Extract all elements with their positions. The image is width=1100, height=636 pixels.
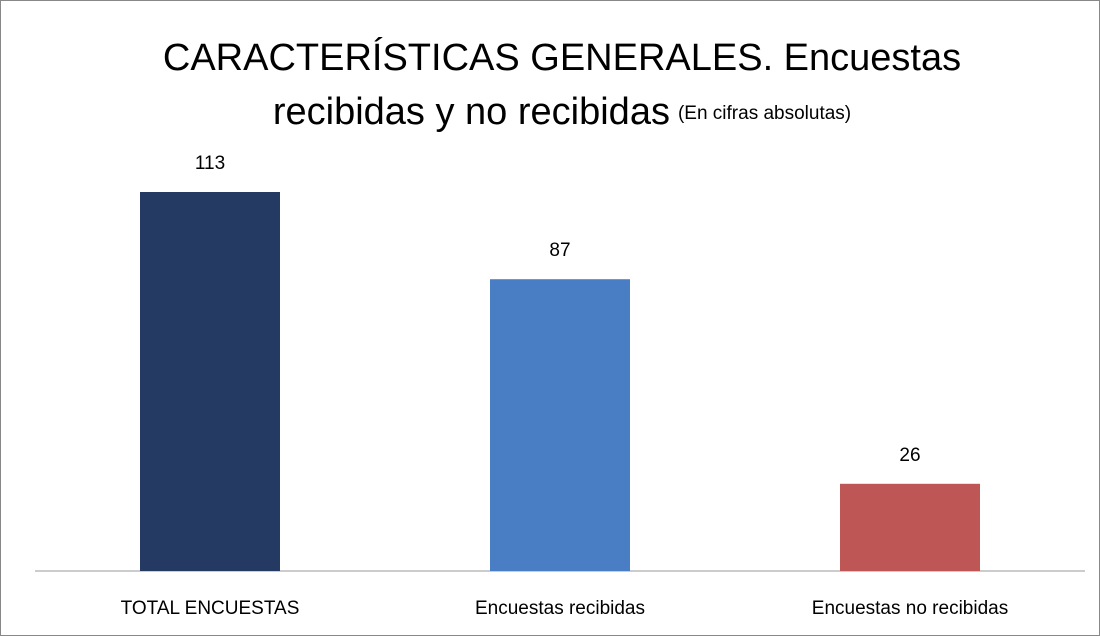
chart-title-line: recibidas y no recibidas (En cifras absol… (273, 91, 851, 133)
bar (490, 279, 630, 571)
data-label: 26 (899, 445, 920, 466)
data-label: 87 (549, 240, 570, 261)
chart-title-line: recibidas y no recibidas (273, 91, 670, 133)
chart-subtitle: (En cifras absolutas) (678, 103, 851, 124)
bar (840, 483, 980, 571)
x-tick-label: TOTAL ENCUESTAS (121, 598, 300, 619)
x-tick-label: Encuestas recibidas (475, 598, 645, 619)
x-tick-label: Encuestas no recibidas (812, 598, 1008, 619)
chart-title-line: CARACTERÍSTICAS GENERALES. Encuestas (163, 36, 961, 79)
bar (140, 192, 280, 571)
data-label: 113 (195, 153, 225, 174)
